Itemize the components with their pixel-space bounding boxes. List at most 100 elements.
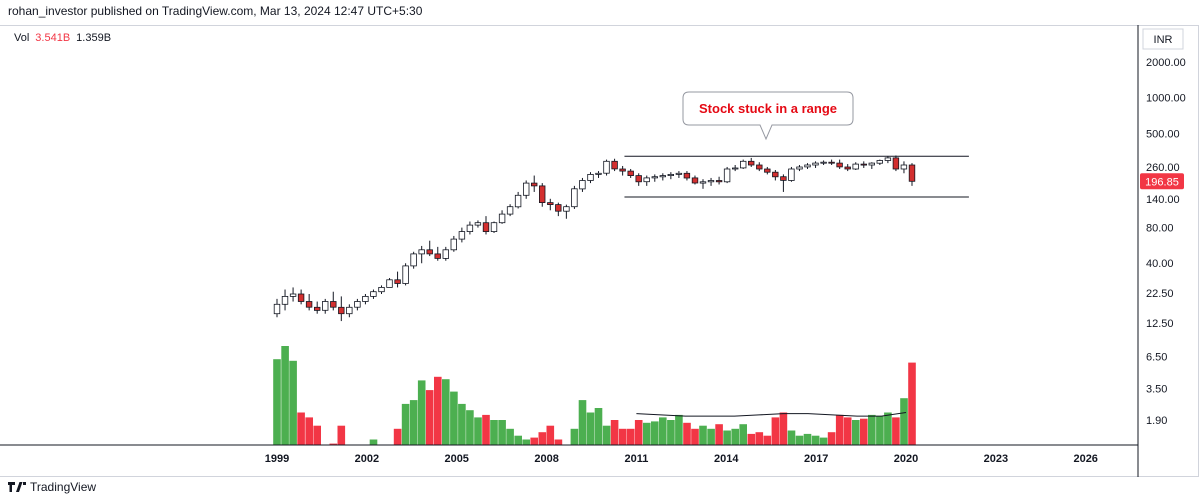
- volume-bar: [586, 412, 595, 445]
- candle: [498, 210, 506, 224]
- volume-bar: [852, 420, 860, 445]
- volume-bar: [715, 424, 723, 445]
- volume-bar: [329, 443, 338, 445]
- candle: [707, 177, 715, 186]
- volume-bar: [546, 425, 555, 445]
- volume-bar: [273, 359, 281, 445]
- candle: [635, 173, 642, 186]
- candle: [410, 251, 417, 269]
- volume-bar: [626, 428, 635, 445]
- tradingview-logo-icon: [8, 482, 26, 492]
- volume-bar: [884, 412, 892, 445]
- volume-bar: [578, 400, 587, 445]
- candle: [450, 235, 457, 252]
- volume-bar: [634, 420, 643, 445]
- candle: [330, 291, 337, 311]
- candle: [555, 202, 562, 217]
- candle: [691, 175, 699, 185]
- time-tick-label: 1999: [265, 453, 289, 465]
- candle: [611, 158, 618, 172]
- volume-bar: [602, 425, 611, 445]
- volume-bar: [771, 417, 780, 445]
- candle: [812, 161, 819, 168]
- volume-bar: [538, 432, 547, 445]
- candle: [675, 171, 683, 178]
- volume-bar: [514, 435, 522, 445]
- price-tick-label: 80.00: [1146, 223, 1174, 235]
- candle: [788, 166, 795, 182]
- time-tick-label: 2005: [444, 453, 468, 465]
- candle: [732, 165, 739, 172]
- time-tick-label: 2002: [355, 453, 379, 465]
- volume-bar: [425, 390, 434, 445]
- volume-bar: [618, 428, 627, 445]
- volume-bar: [747, 433, 756, 445]
- volume-bar: [827, 432, 836, 445]
- volume-bar: [675, 414, 683, 445]
- volume-bar: [305, 417, 313, 445]
- volume-legend-label: Vol: [14, 32, 30, 44]
- volume-bar: [610, 420, 619, 445]
- candle: [876, 159, 883, 166]
- volume-legend-value-a: 3.541B: [35, 32, 71, 44]
- candle: [884, 156, 892, 164]
- candle: [836, 159, 843, 169]
- candle: [587, 172, 594, 184]
- volume-bar: [755, 432, 764, 445]
- volume-bar: [450, 391, 458, 445]
- volume-bar: [779, 412, 788, 445]
- volume-bar: [683, 422, 691, 445]
- time-tick-label: 2014: [714, 453, 739, 465]
- candle: [442, 246, 449, 261]
- volume-bar: [699, 425, 707, 445]
- candle: [772, 170, 779, 181]
- volume-bar: [281, 346, 289, 445]
- volume-bar: [868, 414, 876, 445]
- volume-bar: [434, 376, 442, 445]
- candle: [579, 177, 586, 192]
- footer-brand: TradingView: [30, 480, 97, 494]
- volume-bar: [843, 417, 852, 445]
- candle: [844, 164, 851, 172]
- candle: [321, 298, 329, 314]
- axes: INR 2000.00 1000.00 500.00 260.00 140.00 80.00…: [0, 25, 1186, 477]
- candle: [699, 179, 707, 189]
- time-tick-label: 2026: [1073, 453, 1097, 465]
- candle: [346, 304, 353, 318]
- time-tick-label: 2017: [804, 453, 828, 465]
- volume-bar: [860, 418, 868, 445]
- volume-legend: Vol 3.541B 1.359B: [14, 32, 111, 44]
- candle: [603, 159, 610, 176]
- volume-bar: [401, 403, 410, 445]
- volume-bar: [442, 379, 450, 445]
- volume-bar: [643, 422, 651, 445]
- volume-bar: [369, 439, 378, 445]
- candle: [723, 166, 731, 184]
- candle: [715, 176, 723, 185]
- volume-bar: [691, 428, 699, 445]
- volume-bar: [892, 417, 900, 445]
- candles: [273, 155, 916, 322]
- time-tick-label: 2020: [894, 453, 918, 465]
- candle: [908, 163, 916, 186]
- volume-bar: [835, 414, 844, 445]
- currency-box[interactable]: [1142, 28, 1184, 50]
- volume-bar: [707, 428, 715, 445]
- volume-bar: [409, 400, 418, 445]
- volume-bar: [337, 425, 346, 445]
- time-tick-label: 2023: [984, 453, 1008, 465]
- candle: [273, 298, 281, 318]
- candle: [531, 175, 538, 192]
- volume-bar: [554, 439, 563, 445]
- chart-frame: [0, 25, 1199, 477]
- volume-ma-line: [636, 412, 907, 417]
- candle: [402, 263, 409, 286]
- volume-bar: [795, 435, 804, 445]
- volume-bar: [474, 417, 482, 445]
- volume-bar: [739, 424, 747, 445]
- volume-bar: [490, 420, 498, 445]
- volume-bar: [506, 428, 514, 445]
- volume-bar: [570, 428, 579, 445]
- candle: [740, 159, 747, 169]
